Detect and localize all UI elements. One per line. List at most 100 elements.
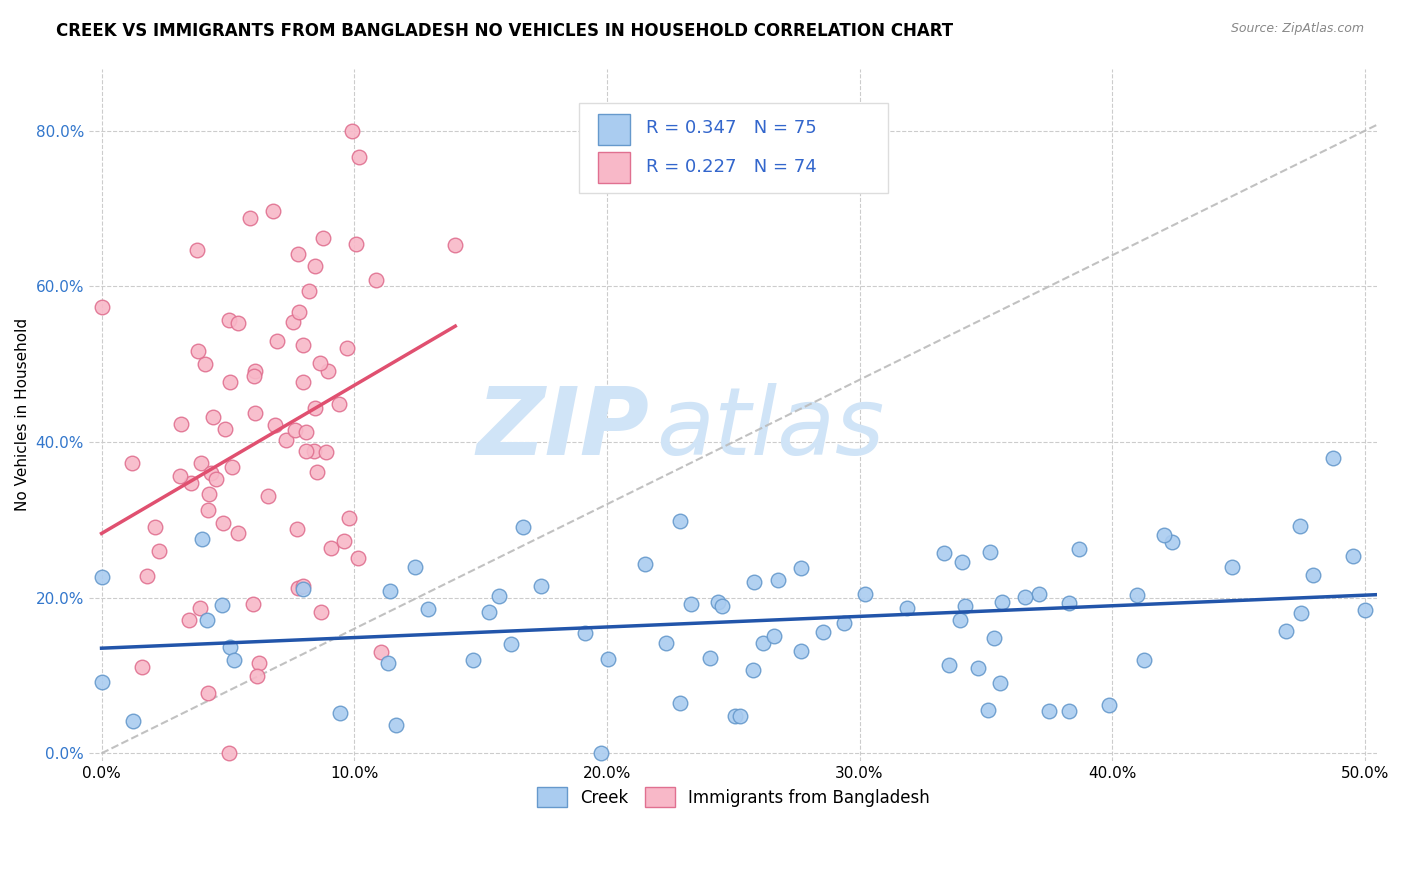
Point [197, 685, 219, 699]
Point [315, 444, 337, 458]
FancyBboxPatch shape [579, 103, 887, 194]
Point [1289, 519, 1312, 533]
Point [1057, 704, 1080, 718]
Text: CREEK VS IMMIGRANTS FROM BANGLADESH NO VEHICLES IN HOUSEHOLD CORRELATION CHART: CREEK VS IMMIGRANTS FROM BANGLADESH NO V… [56, 22, 953, 40]
Point [214, 422, 236, 436]
Point [328, 397, 350, 411]
Point [655, 636, 678, 650]
Point [288, 305, 311, 319]
Point [197, 487, 219, 501]
Point [169, 469, 191, 483]
Point [1133, 653, 1156, 667]
Point [444, 238, 467, 252]
Point [1341, 549, 1364, 564]
Point [257, 489, 280, 503]
Point [222, 653, 245, 667]
Point [346, 551, 368, 566]
Point [977, 703, 1000, 717]
Point [1038, 704, 1060, 718]
Point [681, 597, 703, 611]
Point [991, 595, 1014, 609]
Point [197, 503, 219, 517]
Point [90, 675, 112, 690]
Point [790, 644, 813, 658]
Point [1289, 606, 1312, 620]
Point [298, 284, 321, 298]
Bar [598, 113, 630, 145]
Point [699, 651, 721, 665]
Point [342, 124, 364, 138]
Point [344, 237, 367, 252]
Point [262, 203, 284, 218]
Point [243, 406, 266, 420]
Point [710, 599, 733, 613]
Point [574, 626, 596, 640]
Point [1059, 596, 1081, 610]
Point [188, 600, 211, 615]
Text: Source: ZipAtlas.com: Source: ZipAtlas.com [1230, 22, 1364, 36]
Point [337, 511, 360, 525]
Point [287, 582, 309, 596]
Point [247, 656, 270, 670]
Point [190, 532, 212, 546]
Point [762, 629, 785, 643]
Point [932, 546, 955, 560]
Point [186, 243, 208, 257]
Text: R = 0.347   N = 75: R = 0.347 N = 75 [645, 119, 817, 137]
Point [404, 560, 426, 574]
Point [1153, 528, 1175, 542]
Point [180, 475, 202, 490]
Point [949, 613, 972, 627]
Point [741, 663, 763, 677]
Point [478, 605, 501, 619]
Point [853, 587, 876, 601]
Point [219, 375, 242, 389]
Point [226, 316, 249, 330]
Point [239, 211, 262, 226]
Point [287, 247, 309, 261]
Point [724, 708, 747, 723]
Point [766, 573, 789, 587]
Text: R = 0.227   N = 74: R = 0.227 N = 74 [645, 158, 817, 176]
Point [304, 401, 326, 415]
Point [707, 595, 730, 609]
Point [190, 456, 212, 470]
Point [990, 676, 1012, 690]
Point [953, 599, 976, 613]
Point [938, 658, 960, 673]
Point [377, 657, 399, 671]
Point [243, 369, 266, 384]
Point [1014, 591, 1036, 605]
Point [219, 640, 242, 655]
Point [385, 717, 408, 731]
Point [834, 616, 856, 631]
Point [295, 443, 318, 458]
Point [91, 570, 114, 584]
Point [205, 472, 228, 486]
Point [1354, 603, 1376, 617]
Point [186, 344, 208, 359]
Point [1098, 698, 1121, 713]
Point [263, 417, 285, 432]
Point [90, 300, 112, 314]
Point [950, 555, 973, 569]
Point [1125, 588, 1147, 602]
Point [245, 364, 267, 378]
Point [983, 632, 1005, 646]
Point [200, 466, 222, 480]
Point [211, 598, 233, 612]
Point [218, 747, 240, 761]
Point [202, 409, 225, 424]
Point [195, 613, 218, 627]
Legend: Creek, Immigrants from Bangladesh: Creek, Immigrants from Bangladesh [529, 779, 938, 815]
Point [669, 696, 692, 710]
Text: atlas: atlas [655, 384, 884, 475]
Point [307, 465, 329, 479]
Point [1322, 450, 1344, 465]
Point [634, 557, 657, 571]
Point [226, 525, 249, 540]
Point [245, 668, 267, 682]
Point [896, 601, 918, 615]
Point [170, 417, 193, 432]
Point [347, 150, 370, 164]
